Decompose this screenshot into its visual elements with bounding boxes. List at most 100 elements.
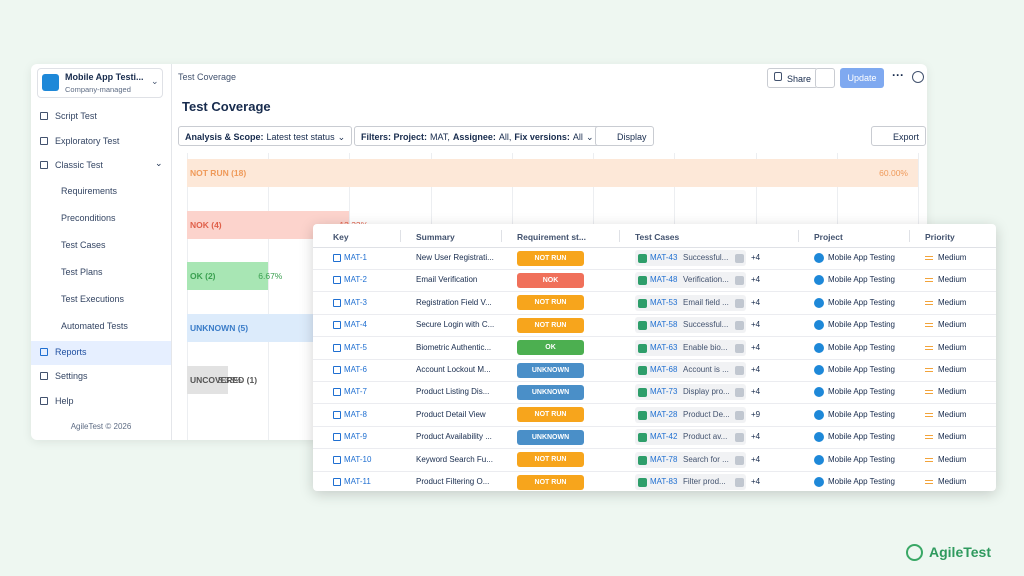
row-divider (313, 448, 996, 450)
key-link[interactable]: MAT-4 (344, 320, 367, 330)
summary: Account Lockout M... (416, 365, 491, 374)
row-checkbox (333, 366, 341, 374)
priority-icon (925, 457, 933, 462)
status-badge: NOK (517, 272, 584, 288)
grid-line (187, 153, 188, 440)
column-header[interactable]: Key (333, 232, 349, 242)
analysis-dropdown[interactable]: Analysis & Scope: Latest test status ⌄ (178, 126, 353, 146)
testcase-chip (635, 362, 746, 378)
page-title: Test Coverage (182, 99, 271, 114)
export-button[interactable]: Export (871, 126, 927, 146)
project-name: Mobile App Testing (828, 253, 896, 262)
update-button[interactable]: Update (840, 68, 884, 88)
brand-name: AgileTest (929, 544, 991, 560)
testcase-link[interactable]: MAT-43 (650, 253, 678, 262)
display-label: Display (617, 132, 647, 142)
status-badge: NOT RUN (517, 407, 584, 423)
info-button[interactable] (912, 71, 924, 83)
testcase-status-icon (735, 343, 744, 353)
testcase-chip (635, 474, 746, 490)
column-header[interactable]: Requirement st... (517, 232, 586, 242)
row-divider (313, 403, 996, 405)
status-badge: UNKNOWN (517, 384, 584, 400)
nav-label: Test Plans (61, 267, 103, 277)
project-icon (814, 477, 824, 487)
testcase-link[interactable]: MAT-48 (650, 275, 678, 285)
status-badge: NOT RUN (517, 452, 584, 468)
testcase-link[interactable]: MAT-68 (650, 365, 678, 374)
testcase-link[interactable]: MAT-42 (650, 432, 678, 442)
key-link[interactable]: MAT-7 (344, 387, 367, 397)
column-header[interactable]: Priority (925, 232, 955, 242)
breadcrumb[interactable]: Test Coverage (178, 72, 237, 82)
nav-label: Help (55, 396, 74, 406)
key-link[interactable]: MAT-5 (344, 342, 367, 352)
summary: Biometric Authentic... (416, 342, 492, 352)
testcase-icon (638, 321, 647, 331)
key-link[interactable]: MAT-1 (344, 253, 367, 262)
project-switcher[interactable]: Mobile App Testi... Company-managed ⌄ (37, 68, 163, 98)
row-checkbox (333, 410, 341, 419)
testcase-chip (635, 339, 746, 356)
nav-icon (40, 161, 48, 169)
coverage-value: 6.67% (258, 271, 283, 281)
sidebar-footer: AgileTest © 2026 (70, 422, 132, 431)
project-name: Mobile App Testing (828, 365, 896, 374)
row-checkbox (333, 433, 341, 442)
testcase-icon (638, 410, 647, 420)
summary: Product Listing Dis... (416, 387, 490, 397)
lock-icon (774, 72, 782, 81)
testcase-link[interactable]: MAT-73 (650, 387, 678, 397)
share-button[interactable]: Share (767, 68, 819, 88)
summary: New User Registrati... (416, 253, 494, 262)
testcase-summary: Filter prod... (683, 477, 726, 486)
key-link[interactable]: MAT-10 (344, 454, 372, 464)
key-link[interactable]: MAT-3 (344, 297, 367, 307)
key-link[interactable]: MAT-8 (344, 409, 367, 419)
priority-icon (925, 278, 933, 283)
key-link[interactable]: MAT-6 (344, 365, 367, 374)
project-icon (42, 74, 59, 91)
filters-dropdown[interactable]: Filters: Project: MAT, Assignee: All, Fix ve… (354, 126, 601, 146)
coverage-label: UNKNOWN (5) (190, 323, 249, 333)
more-count: +9 (751, 409, 761, 419)
more-count: +4 (751, 297, 761, 307)
row-checkbox (333, 478, 341, 486)
testcase-link[interactable]: MAT-78 (650, 454, 678, 464)
key-link[interactable]: MAT-2 (344, 275, 367, 285)
testcase-link[interactable]: MAT-58 (650, 320, 678, 330)
testcase-status-icon (735, 455, 744, 465)
nav-active-bg (31, 341, 171, 365)
project-name: Mobile App Testing (828, 387, 896, 397)
row-checkbox (333, 298, 341, 307)
column-header[interactable]: Summary (416, 232, 455, 242)
testcase-chip (635, 250, 746, 266)
row-divider (313, 381, 996, 382)
column-header[interactable]: Test Cases (635, 232, 680, 242)
status-badge: NOT RUN (517, 295, 584, 311)
more-count: +4 (751, 432, 761, 442)
row-divider (313, 269, 996, 270)
summary: Keyword Search Fu... (416, 454, 493, 464)
link-button[interactable] (815, 68, 835, 88)
nav-chevron: ⌄ (155, 158, 163, 168)
testcase-link[interactable]: MAT-28 (650, 409, 678, 419)
project-name: Mobile App Testing (828, 409, 896, 419)
testcase-link[interactable]: MAT-63 (650, 342, 678, 352)
key-link[interactable]: MAT-9 (344, 432, 367, 442)
filter-part: Filters: Project: (361, 132, 428, 142)
testcase-link[interactable]: MAT-83 (650, 477, 678, 486)
status-badge: UNKNOWN (517, 362, 584, 378)
nav-label: Reports (55, 347, 87, 357)
status-badge: OK (517, 340, 584, 356)
column-header[interactable]: Project (814, 232, 843, 242)
more-count: +4 (751, 275, 761, 285)
key-link[interactable]: MAT-11 (344, 477, 371, 486)
more-button[interactable]: ··· (892, 68, 904, 82)
display-button[interactable]: Display (595, 126, 654, 146)
testcase-status-icon (735, 254, 744, 263)
column-divider (619, 230, 620, 242)
priority-icon (925, 300, 933, 305)
project-icon (814, 432, 824, 443)
testcase-link[interactable]: MAT-53 (650, 297, 678, 307)
